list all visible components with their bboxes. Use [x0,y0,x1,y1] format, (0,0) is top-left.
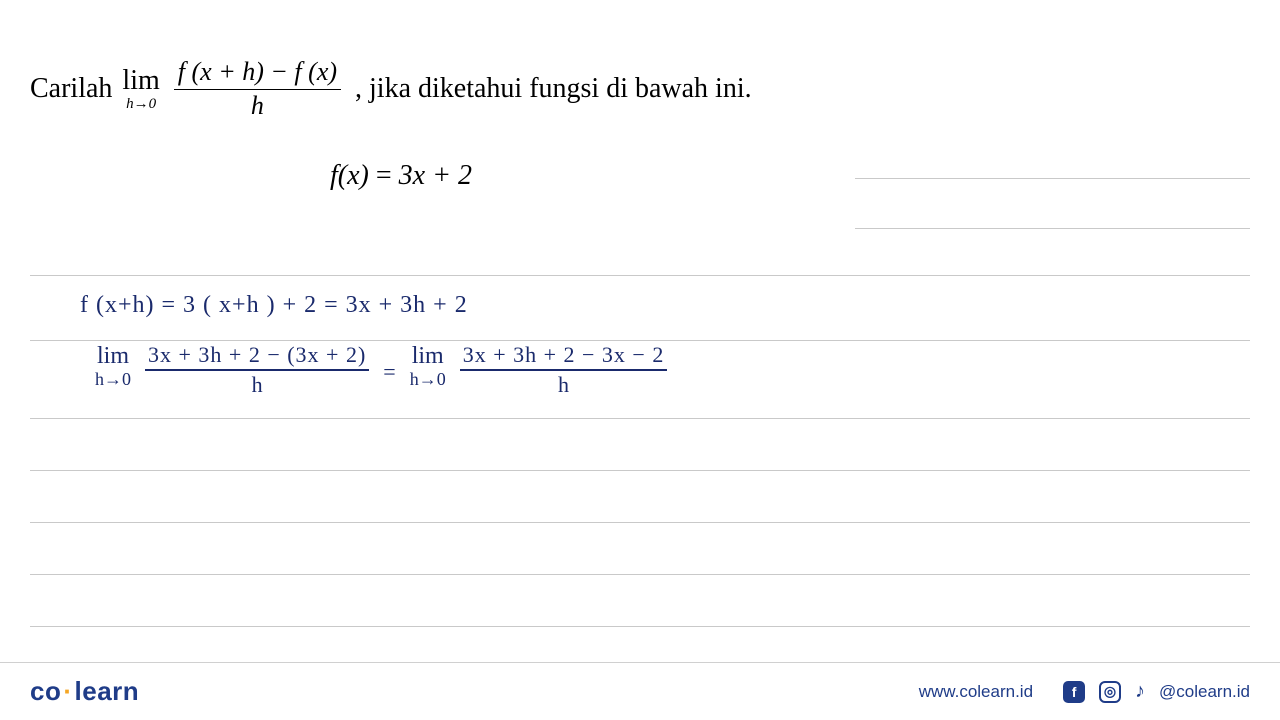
rule-line [855,228,1250,229]
facebook-icon: f [1063,681,1085,703]
hand-lim-bottom: h→0 [95,370,131,388]
rule-line [30,418,1250,419]
difference-quotient-fraction: f (x + h) − f (x) h [174,58,341,120]
hand-lim-top: lim [412,344,444,368]
hand-limit-right: lim h→0 [410,344,446,388]
handwritten-step-1: f (x+h) = 3 ( x+h ) + 2 = 3x + 3h + 2 [80,292,468,319]
footer-right-group: www.colearn.id f ◎ ♪ @colearn.id [919,681,1250,703]
fraction-denominator: h [251,90,264,121]
hand-lim-bottom: h→0 [410,370,446,388]
hand-frac-num: 3x + 3h + 2 − (3x + 2) [145,344,369,371]
rule-line [30,626,1250,627]
given-function: f(x) = 3x + 2 [330,160,472,192]
rule-line [30,275,1250,276]
hand-equals: = [383,355,395,385]
hand-fraction-left: 3x + 3h + 2 − (3x + 2) h [145,344,369,396]
limit-label: lim [122,67,159,95]
limit-sub: h→0 [126,97,156,112]
footer-bar: co·learn www.colearn.id f ◎ ♪ @colearn.i… [0,662,1280,720]
problem-lead-word: Carilah [30,73,112,105]
page-root: Carilah lim h→0 f (x + h) − f (x) h , ji… [0,0,1280,720]
problem-statement: Carilah lim h→0 f (x + h) − f (x) h , ji… [30,58,752,120]
tiktok-icon: ♪ [1135,681,1145,703]
footer-handle: @colearn.id [1159,682,1250,702]
given-rhs: 3x + 2 [399,160,472,191]
hand-frac-den: h [558,371,569,396]
hand-frac-den: h [252,371,263,396]
problem-trailing-text: , jika diketahui fungsi di bawah ini. [355,73,752,105]
rule-line [30,522,1250,523]
logo-dot: · [61,676,74,706]
rule-line [855,178,1250,179]
hand-frac-num: 3x + 3h + 2 − 3x − 2 [460,344,668,371]
rule-line [30,340,1250,341]
rule-line [30,470,1250,471]
rule-line [30,574,1250,575]
logo-part-co: co [30,676,61,706]
fraction-numerator: f (x + h) − f (x) [174,58,341,90]
logo-part-learn: learn [75,676,140,706]
footer-url: www.colearn.id [919,682,1033,702]
hand-fraction-right: 3x + 3h + 2 − 3x − 2 h [460,344,668,396]
hand-limit-left: lim h→0 [95,344,131,388]
colearn-logo: co·learn [30,676,139,707]
hand-lim-top: lim [97,344,129,368]
given-lhs: f(x) [330,160,369,191]
given-eq: = [369,160,399,191]
handwritten-step-2: lim h→0 3x + 3h + 2 − (3x + 2) h = lim h… [95,344,667,396]
limit-expression: lim h→0 [122,67,159,112]
instagram-icon: ◎ [1099,681,1121,703]
